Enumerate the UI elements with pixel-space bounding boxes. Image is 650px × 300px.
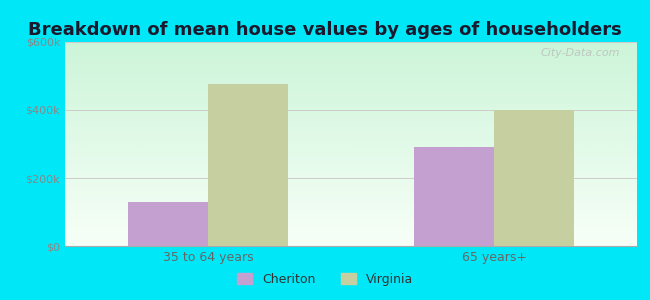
Bar	[494, 110, 574, 246]
Bar	[414, 147, 494, 246]
Bar	[208, 85, 288, 246]
Bar	[128, 202, 208, 246]
Legend: Cheriton, Virginia: Cheriton, Virginia	[232, 268, 418, 291]
Text: Breakdown of mean house values by ages of householders: Breakdown of mean house values by ages o…	[28, 21, 622, 39]
Text: City-Data.com: City-Data.com	[540, 48, 620, 58]
